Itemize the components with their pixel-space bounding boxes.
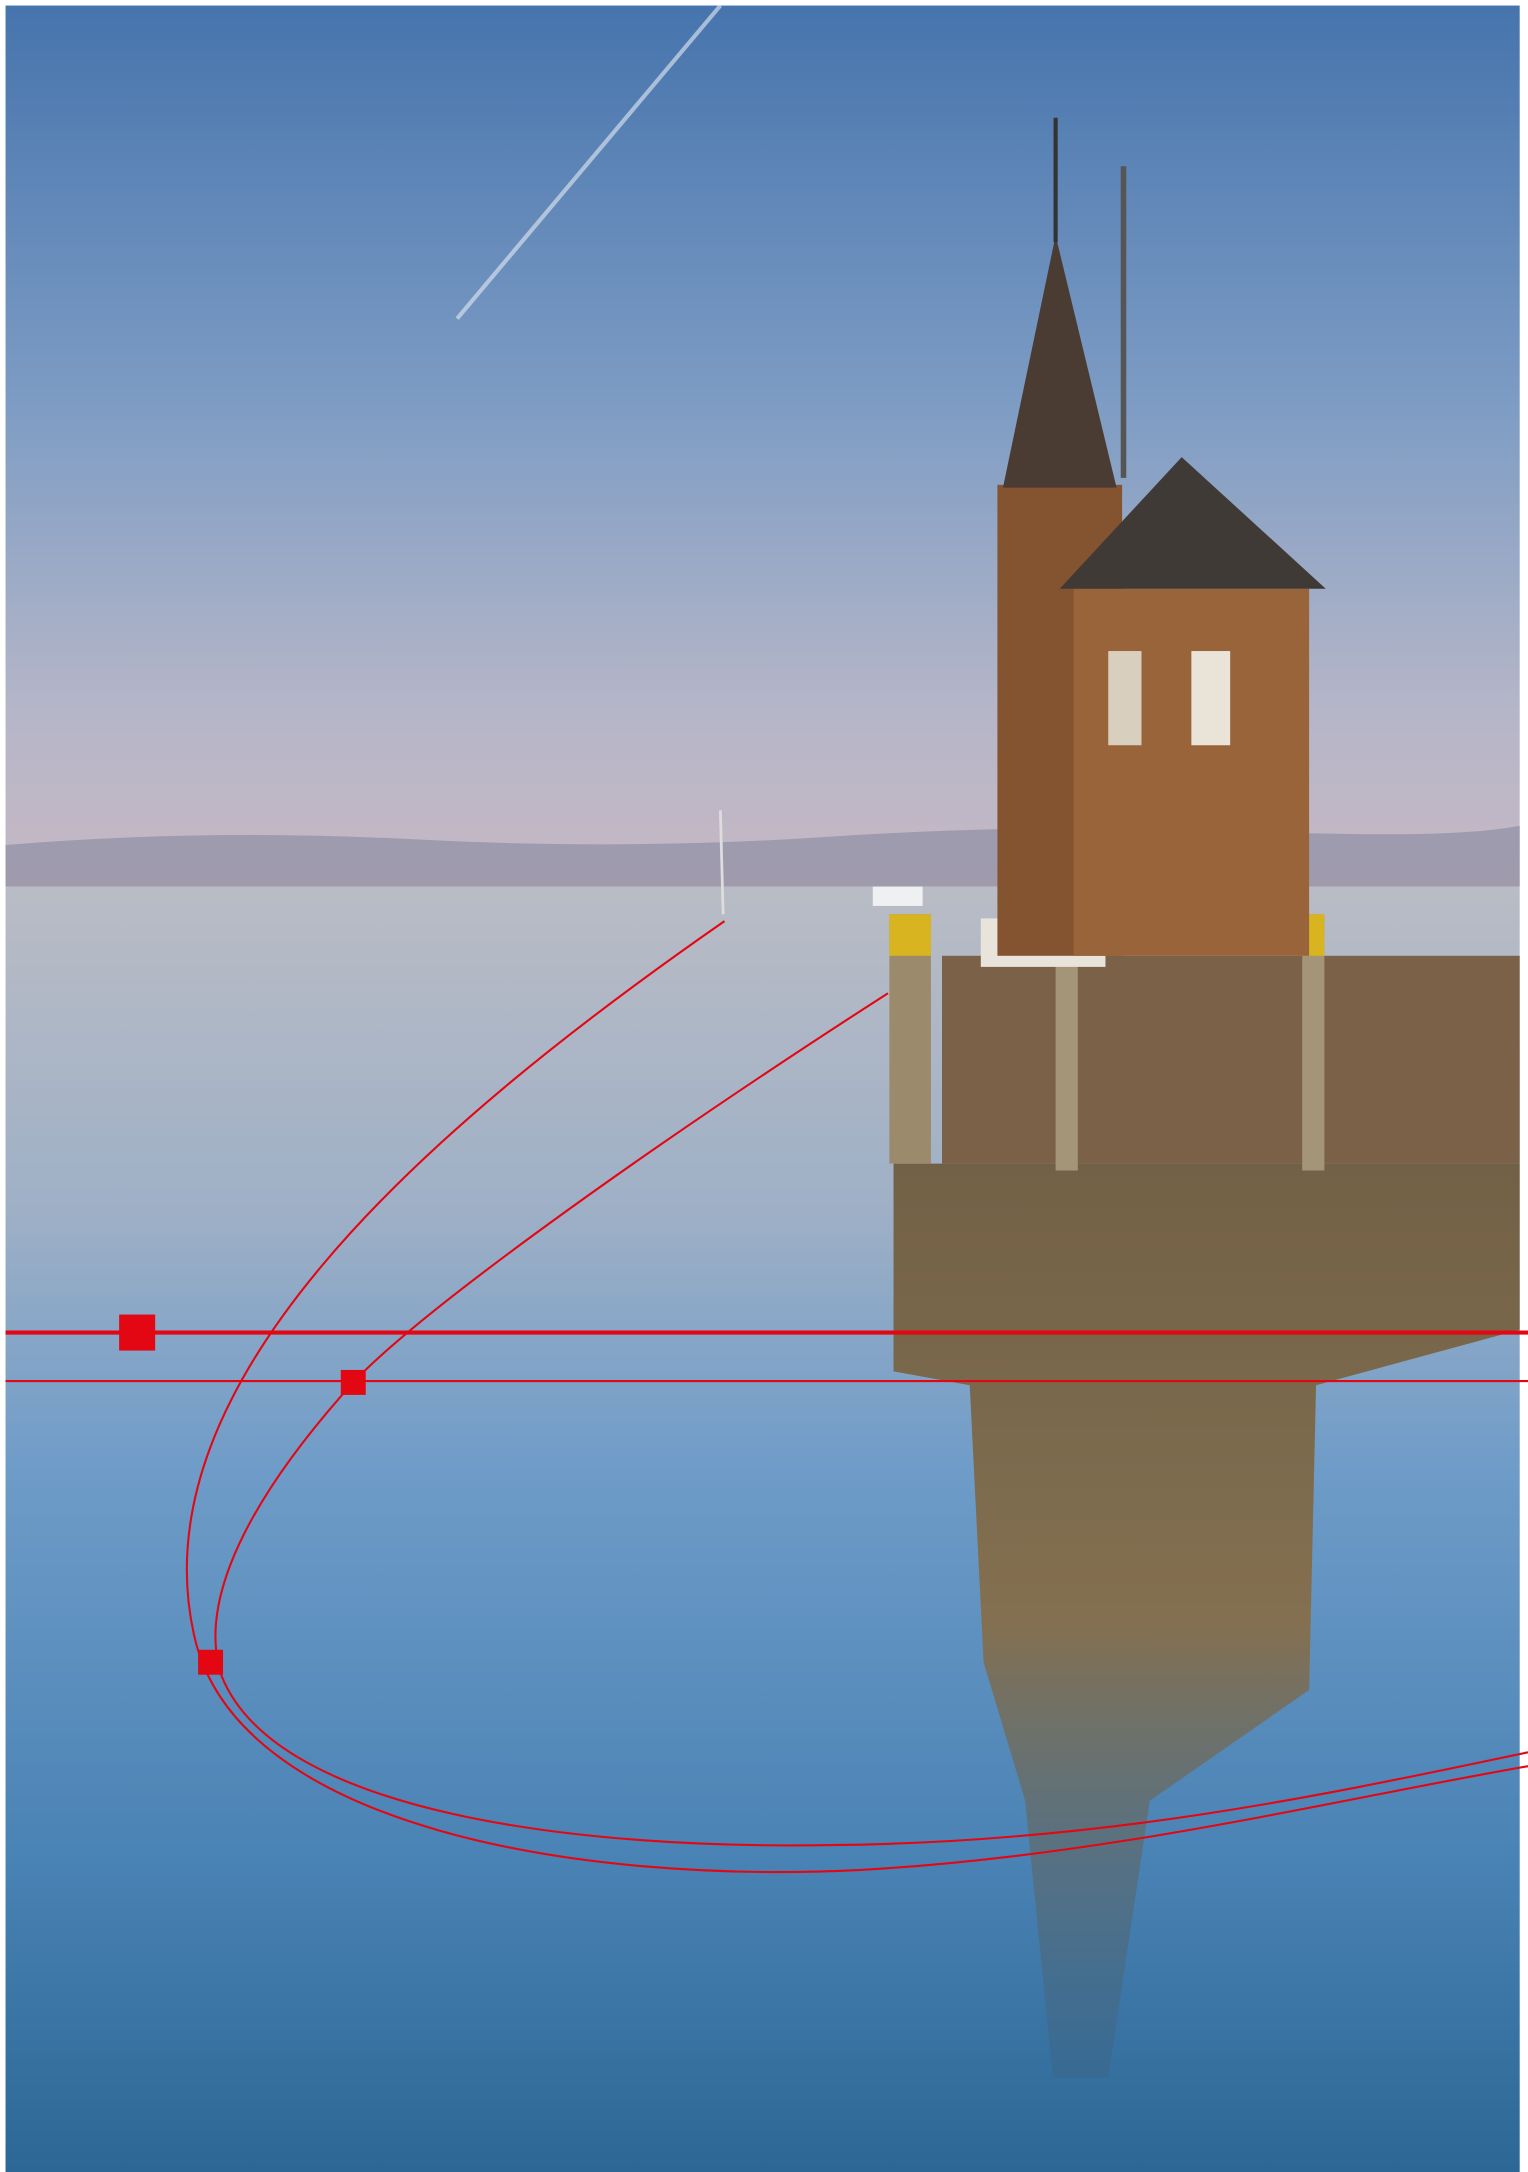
- marker: [198, 1650, 223, 1675]
- photo-with-overlay: [0, 0, 1528, 2172]
- window: [1191, 651, 1230, 745]
- page: {} html, body { margin: 0; padding: 0; b…: [0, 0, 1528, 2172]
- window: [1108, 651, 1141, 745]
- pier: [942, 956, 1520, 1164]
- ferry: [873, 887, 923, 906]
- post-cap: [889, 914, 931, 956]
- body: [0, 0, 1528, 2172]
- marker: [341, 1370, 366, 1395]
- tower-body: [1074, 589, 1310, 956]
- marker: [119, 1315, 155, 1351]
